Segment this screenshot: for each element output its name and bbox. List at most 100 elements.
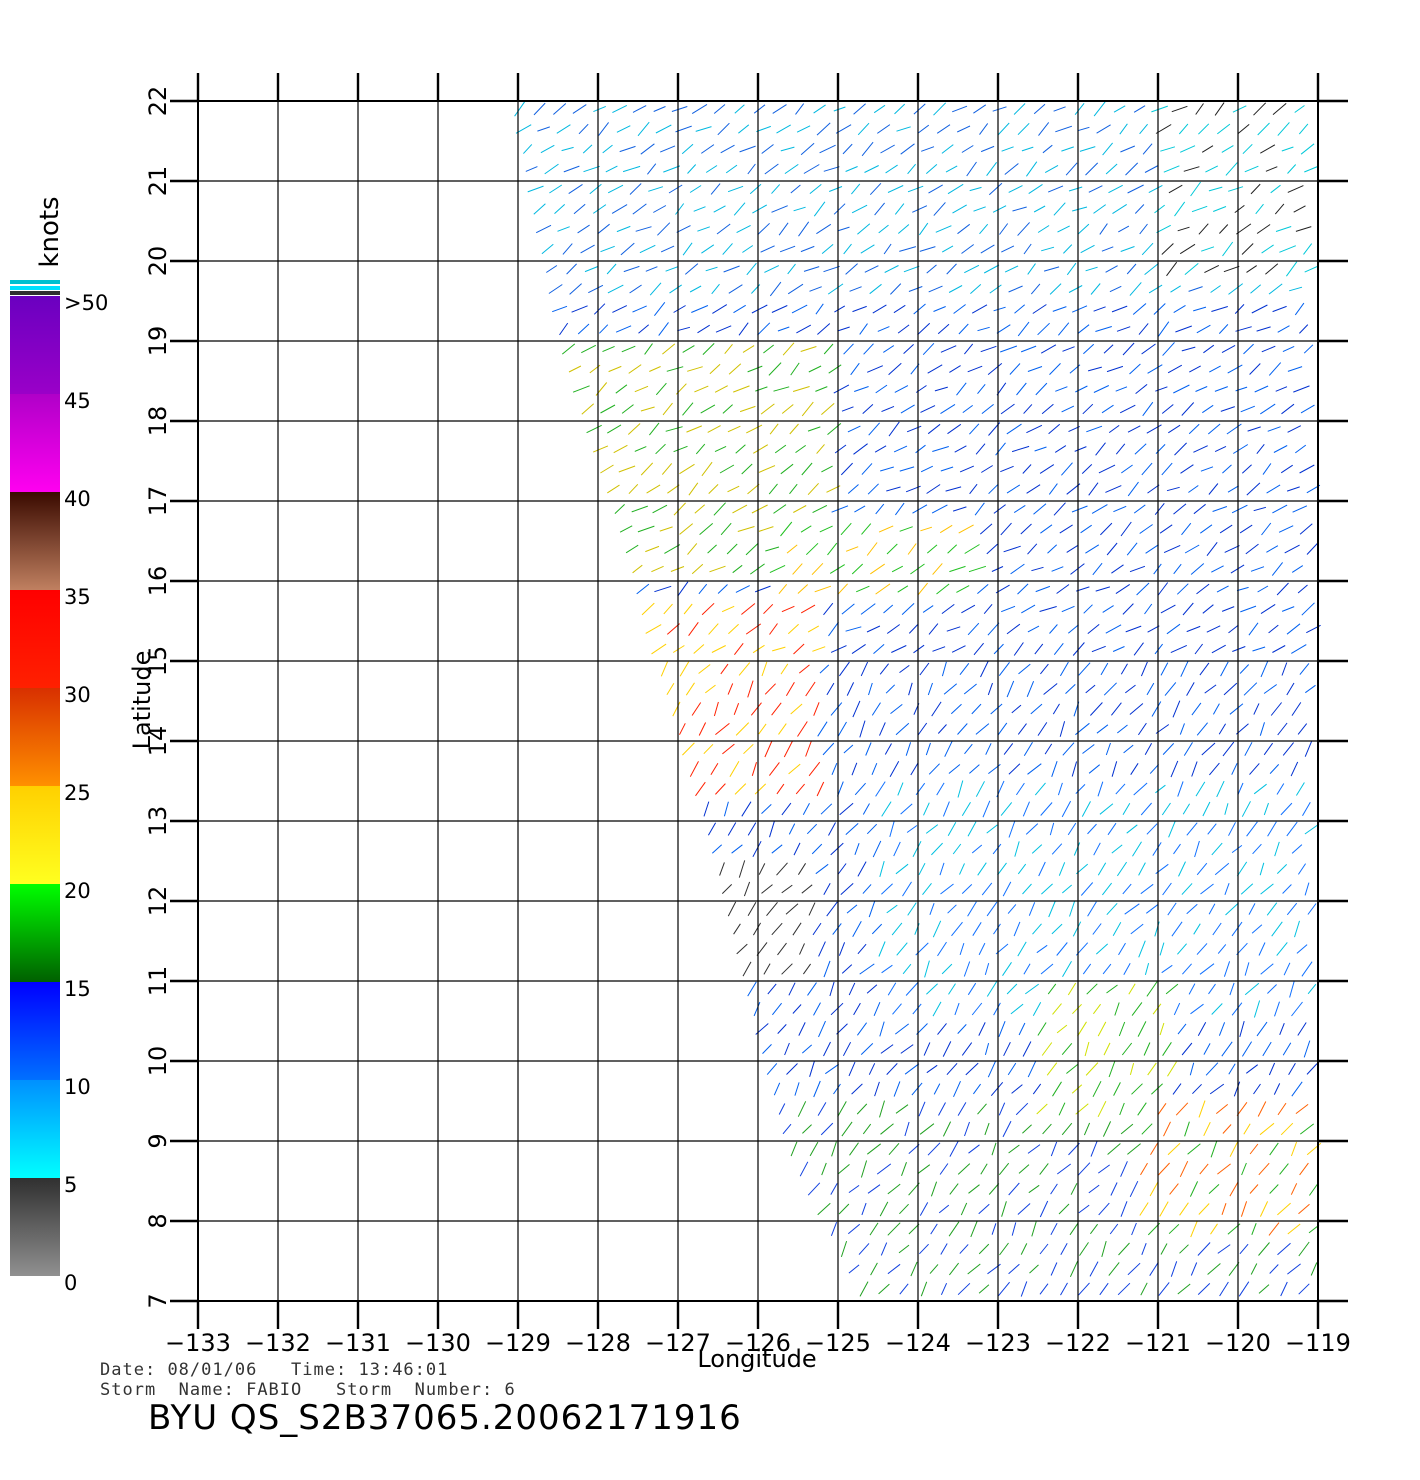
- wind-vector: [1249, 363, 1261, 375]
- wind-vector: [1274, 1001, 1280, 1017]
- wind-vector: [768, 483, 778, 495]
- wind-vector: [1008, 763, 1021, 775]
- wind-vector: [818, 941, 826, 957]
- wind-vector: [1143, 1042, 1151, 1056]
- wind-vector: [933, 102, 947, 116]
- wind-vector: [1011, 1222, 1017, 1236]
- wind-vector: [833, 1083, 841, 1095]
- wind-vector: [960, 1202, 968, 1216]
- wind-vector: [893, 304, 906, 314]
- wind-vector: [951, 921, 963, 937]
- wind-vector: [1279, 1163, 1289, 1175]
- wind-vector: [929, 1264, 939, 1274]
- wind-vector: [899, 1283, 909, 1295]
- wind-vector: [823, 882, 831, 896]
- wind-vector: [687, 164, 697, 174]
- wind-vector: [1093, 842, 1101, 856]
- wind-vector: [932, 920, 942, 938]
- wind-vector: [1087, 366, 1102, 372]
- wind-vector: [953, 1080, 961, 1098]
- wind-vector: [856, 1022, 868, 1036]
- wind-vector: [1138, 940, 1146, 958]
- wind-vector: [1147, 1062, 1157, 1076]
- wind-vector: [957, 1282, 971, 1296]
- wind-vector: [1217, 1163, 1231, 1175]
- wind-vector: [1192, 1083, 1202, 1095]
- wind-vector: [593, 445, 609, 453]
- wind-vector: [941, 245, 954, 253]
- wind-vector: [837, 583, 848, 595]
- colorbar-label: 35: [64, 585, 91, 609]
- wind-vector: [1227, 485, 1239, 493]
- wind-vector: [1141, 242, 1154, 256]
- wind-vector: [852, 305, 867, 313]
- wind-vector: [1055, 386, 1068, 392]
- wind-vector: [828, 621, 839, 637]
- wind-vector: [1269, 1142, 1279, 1156]
- wind-vector: [782, 1123, 792, 1135]
- wind-vector: [1074, 446, 1087, 452]
- wind-vector: [845, 546, 859, 552]
- wind-vector: [879, 663, 889, 675]
- wind-vector: [1123, 744, 1134, 754]
- wind-vector: [1087, 624, 1100, 634]
- colorbar-band: [10, 492, 60, 590]
- wind-vector: [1292, 505, 1308, 513]
- wind-vector: [831, 505, 849, 513]
- wind-vector: [667, 484, 680, 494]
- wind-vector: [727, 901, 737, 917]
- wind-vector: [1008, 1144, 1020, 1154]
- wind-vector: [1141, 1243, 1147, 1255]
- wind-vector: [1249, 1143, 1259, 1155]
- wind-vector: [681, 143, 694, 155]
- wind-vector: [628, 364, 642, 374]
- wind-vector: [837, 863, 847, 875]
- wind-vector: [1030, 703, 1043, 715]
- wind-vector: [790, 703, 803, 715]
- wind-vector: [1125, 162, 1139, 176]
- wind-vector: [627, 423, 641, 435]
- wind-vector: [843, 243, 852, 255]
- wind-vector: [703, 801, 710, 817]
- wind-vector: [1271, 921, 1283, 937]
- wind-vector: [875, 503, 885, 515]
- wind-vector: [1229, 982, 1235, 996]
- wind-vector: [848, 982, 856, 996]
- wind-vector: [1017, 321, 1030, 337]
- wind-vector: [949, 1141, 959, 1157]
- wind-vector: [733, 202, 746, 216]
- wind-vector: [1086, 983, 1098, 995]
- wind-vector: [1145, 544, 1159, 554]
- wind-vector: [1018, 1164, 1030, 1174]
- wind-vector: [1051, 761, 1058, 777]
- wind-vector: [1304, 882, 1310, 896]
- wind-vector: [969, 186, 982, 192]
- wind-vector: [917, 1164, 931, 1174]
- wind-vector: [572, 385, 590, 393]
- wind-vector: [1085, 1062, 1099, 1076]
- wind-vector: [869, 283, 882, 295]
- wind-vector: [1251, 304, 1268, 314]
- wind-vector: [966, 161, 977, 177]
- wind-vector: [1125, 625, 1142, 633]
- wind-vector: [787, 283, 804, 295]
- wind-vector: [883, 243, 892, 255]
- wind-vector: [1052, 703, 1060, 715]
- wind-vector: [1010, 1003, 1024, 1015]
- wind-vector: [816, 122, 831, 136]
- wind-vector: [900, 404, 915, 414]
- wind-vector: [1245, 1064, 1259, 1074]
- wind-vector: [977, 584, 989, 594]
- wind-vector: [1240, 405, 1255, 413]
- wind-vector: [1131, 1083, 1143, 1095]
- wind-vector: [1061, 605, 1075, 613]
- wind-vector: [961, 1042, 973, 1056]
- wind-vector: [1097, 862, 1107, 876]
- plot-frame: [197, 100, 1319, 1302]
- wind-vector: [636, 583, 650, 595]
- colorbar-band: [10, 296, 60, 394]
- wind-vector: [860, 661, 869, 677]
- wind-vector: [969, 764, 980, 774]
- wind-vector: [826, 901, 838, 917]
